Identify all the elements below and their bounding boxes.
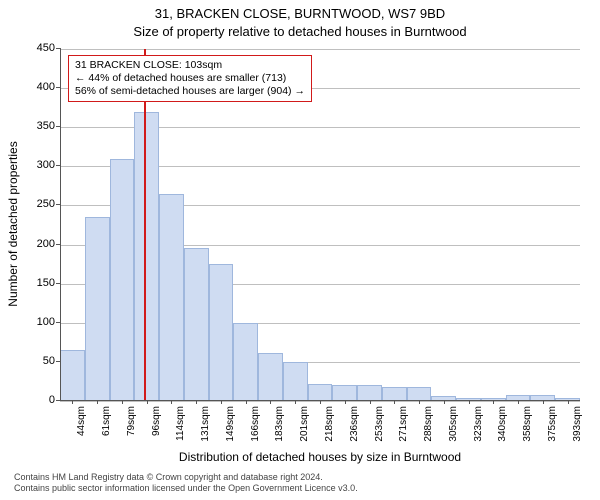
x-tick-label: 358sqm <box>522 406 533 442</box>
x-tick-label: 253sqm <box>374 406 385 442</box>
histogram-bar <box>60 350 85 401</box>
y-tick-label: 400 <box>5 81 55 93</box>
annotation-line-3: 56% of semi-detached houses are larger (… <box>75 85 305 98</box>
histogram-bar <box>308 384 333 401</box>
histogram-bar <box>283 362 308 401</box>
x-tick-label: 271sqm <box>398 406 409 442</box>
y-tick-label: 450 <box>5 42 55 54</box>
x-tick-label: 393sqm <box>572 406 583 442</box>
y-tick-label: 200 <box>5 238 55 250</box>
histogram-bar <box>332 385 357 401</box>
x-tick-label: 166sqm <box>250 406 261 442</box>
y-tick-label: 300 <box>5 159 55 171</box>
title-line-1: 31, BRACKEN CLOSE, BURNTWOOD, WS7 9BD <box>0 6 600 21</box>
y-tick-label: 100 <box>5 316 55 328</box>
annotation-line-2: ← 44% of detached houses are smaller (71… <box>75 72 305 85</box>
y-tick-label: 250 <box>5 198 55 210</box>
histogram-bar <box>110 159 135 401</box>
x-tick-label: 236sqm <box>349 406 360 442</box>
footer-line-1: Contains HM Land Registry data © Crown c… <box>14 472 358 483</box>
x-tick-label: 183sqm <box>274 406 285 442</box>
x-tick-label: 44sqm <box>76 406 87 436</box>
title-line-2: Size of property relative to detached ho… <box>0 24 600 39</box>
x-tick-label: 323sqm <box>473 406 484 442</box>
x-axis-line <box>60 400 580 401</box>
histogram-bar <box>159 194 184 401</box>
y-tick-label: 150 <box>5 277 55 289</box>
y-axis-line <box>60 48 61 400</box>
footer-line-2: Contains public sector information licen… <box>14 483 358 494</box>
histogram-bar <box>233 323 258 401</box>
gridline <box>60 49 580 50</box>
histogram-bar <box>184 248 209 401</box>
histogram-bar <box>85 217 110 401</box>
x-tick-label: 131sqm <box>200 406 211 442</box>
x-tick-label: 340sqm <box>497 406 508 442</box>
histogram-bar <box>382 387 407 401</box>
y-tick-label: 0 <box>5 394 55 406</box>
x-tick-label: 375sqm <box>547 406 558 442</box>
x-tick-label: 305sqm <box>448 406 459 442</box>
chart-container: 31, BRACKEN CLOSE, BURNTWOOD, WS7 9BD Si… <box>0 0 600 500</box>
x-tick-label: 79sqm <box>126 406 137 436</box>
y-tick-label: 350 <box>5 120 55 132</box>
annotation-box: 31 BRACKEN CLOSE: 103sqm ← 44% of detach… <box>68 55 312 102</box>
histogram-bar <box>209 264 234 401</box>
x-tick-label: 96sqm <box>151 406 162 436</box>
histogram-bar <box>258 353 283 401</box>
histogram-bar <box>134 112 159 401</box>
y-tick-label: 50 <box>5 355 55 367</box>
footer-text: Contains HM Land Registry data © Crown c… <box>14 472 358 494</box>
x-tick-label: 218sqm <box>324 406 335 442</box>
x-tick-label: 201sqm <box>299 406 310 442</box>
x-tick-label: 288sqm <box>423 406 434 442</box>
histogram-bar <box>357 385 382 401</box>
x-axis-title: Distribution of detached houses by size … <box>60 450 580 464</box>
histogram-bar <box>407 387 432 401</box>
annotation-line-1: 31 BRACKEN CLOSE: 103sqm <box>75 59 305 72</box>
x-tick-label: 114sqm <box>175 406 186 441</box>
x-tick-label: 149sqm <box>225 406 236 442</box>
x-tick-label: 61sqm <box>101 406 112 436</box>
